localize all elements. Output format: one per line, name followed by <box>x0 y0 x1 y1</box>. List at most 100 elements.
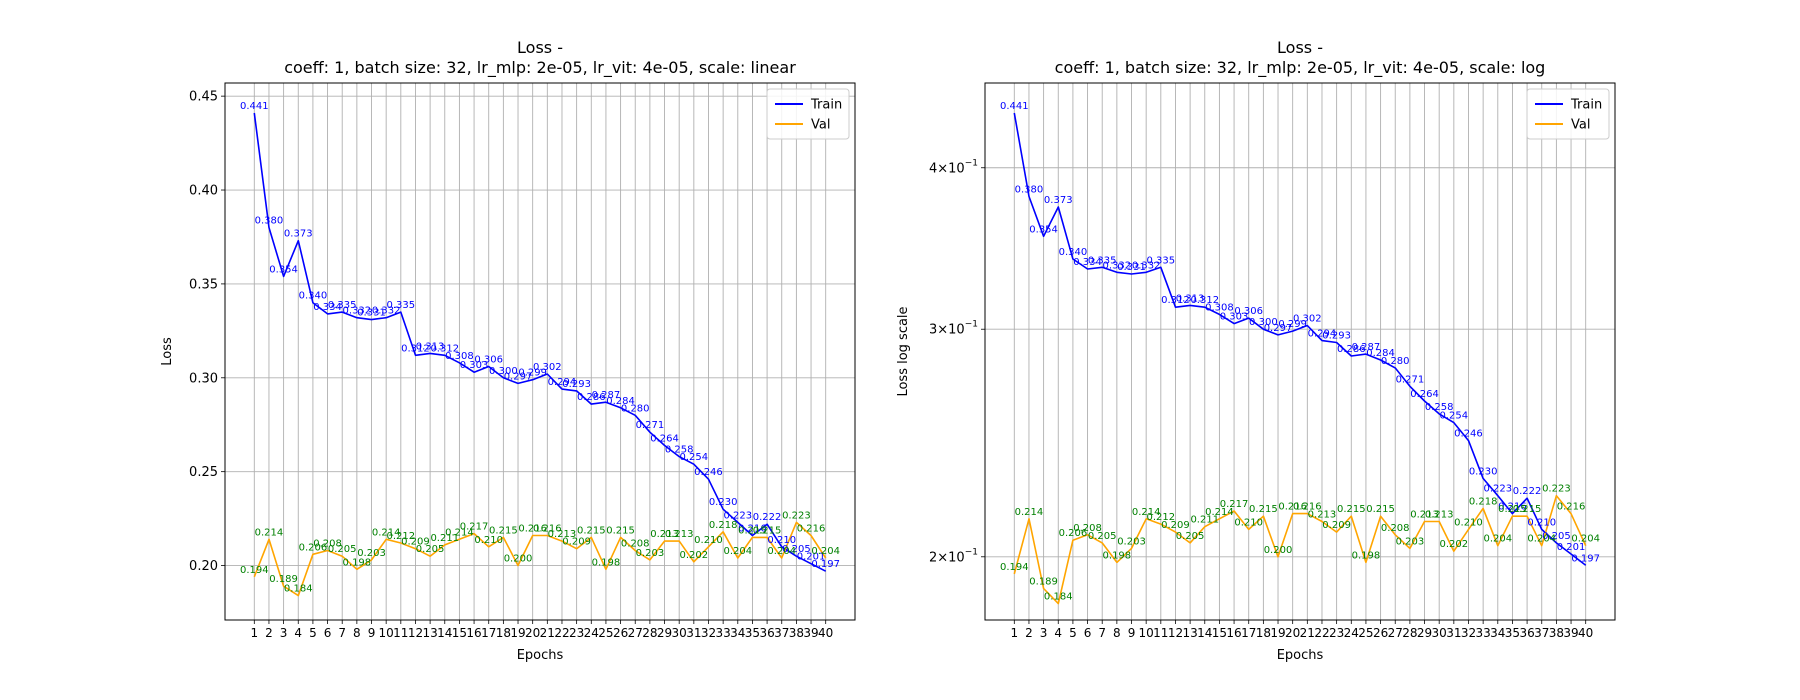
train-point-label: 0.258 <box>1425 402 1454 413</box>
train-point-label: 0.210 <box>1527 517 1556 528</box>
x-tick-label: 7 <box>1098 626 1106 640</box>
y-tick-label-base: 3×10 <box>929 323 965 338</box>
train-point-label: 0.299 <box>518 368 547 379</box>
x-tick-label: 13 <box>422 626 437 640</box>
x-tick-label: 3 <box>280 626 288 640</box>
val-point-label: 0.204 <box>767 546 796 557</box>
grid-lines <box>985 83 1615 620</box>
train-point-label: 0.441 <box>1000 101 1029 112</box>
chart-title: Loss - <box>517 38 563 57</box>
val-point-label: 0.215 <box>738 525 767 536</box>
chart-subtitle: coeff: 1, batch size: 32, lr_mlp: 2e-05,… <box>284 58 796 78</box>
x-tick-label: 4 <box>1054 626 1062 640</box>
x-tick-label: 2 <box>1025 626 1033 640</box>
train-point-label: 0.293 <box>1322 330 1351 341</box>
train-point-label: 0.354 <box>1029 224 1058 235</box>
train-point-label: 0.271 <box>636 420 665 431</box>
train-point-label: 0.216 <box>1498 502 1527 513</box>
x-tick-label: 11 <box>393 626 408 640</box>
x-tick-label: 14 <box>1197 626 1212 640</box>
val-point-label: 0.209 <box>1322 520 1351 531</box>
val-point-label: 0.209 <box>562 537 591 548</box>
val-point-label: 0.205 <box>416 544 445 555</box>
train-point-label: 0.332 <box>1103 260 1132 271</box>
train-point-label: 0.287 <box>592 390 621 401</box>
train-point-label: 0.312 <box>1161 295 1190 306</box>
legend-label-train: Train <box>1570 98 1602 113</box>
val-point-label: 0.218 <box>1469 496 1498 507</box>
val-point-label: 0.213 <box>1308 509 1337 520</box>
val-point-label: 0.213 <box>665 529 694 540</box>
val-point-label: 0.215 <box>1337 504 1366 515</box>
legend: Train Val <box>766 88 850 140</box>
train-point-label: 0.222 <box>753 512 782 523</box>
x-tick-label: 6 <box>324 626 332 640</box>
x-tick-label: 32 <box>701 626 716 640</box>
legend-label-val: Val <box>811 118 830 133</box>
x-tick-label: 7 <box>338 626 346 640</box>
train-point-label: 0.331 <box>357 308 386 319</box>
x-tick-label: 33 <box>715 626 730 640</box>
x-tick-label: 25 <box>598 626 613 640</box>
train-point-label: 0.286 <box>577 392 606 403</box>
data-labels: 0.4410.3800.3540.3730.3400.3340.3350.332… <box>1000 101 1600 603</box>
val-point-label: 0.210 <box>474 535 503 546</box>
y-tick-label-exponent: −1 <box>965 320 978 330</box>
train-point-label: 0.308 <box>1205 302 1234 313</box>
train-point-label: 0.287 <box>1352 342 1381 353</box>
legend-label-train: Train <box>810 98 842 113</box>
val-point-label: 0.203 <box>357 548 386 559</box>
x-tick-label: 23 <box>569 626 584 640</box>
val-point-label: 0.217 <box>460 522 489 533</box>
x-tick-label: 29 <box>1417 626 1432 640</box>
grid-lines <box>225 83 855 620</box>
val-point-label: 0.205 <box>1088 531 1117 542</box>
x-tick-label: 15 <box>1212 626 1227 640</box>
train-point-label: 0.222 <box>1513 486 1542 497</box>
val-point-label: 0.214 <box>445 527 474 538</box>
train-point-label: 0.302 <box>533 362 562 373</box>
x-tick-label: 36 <box>759 626 774 640</box>
train-point-label: 0.335 <box>328 300 357 311</box>
x-tick-label: 18 <box>496 626 511 640</box>
val-series-line <box>253 521 827 597</box>
train-point-label: 0.205 <box>782 544 811 555</box>
x-tick-label: 34 <box>1490 626 1505 640</box>
x-tick-label: 5 <box>1069 626 1077 640</box>
val-point-label: 0.209 <box>1161 520 1190 531</box>
x-tick-label: 19 <box>1270 626 1285 640</box>
x-tick-label: 39 <box>1563 626 1578 640</box>
x-tick-label: 14 <box>437 626 452 640</box>
train-point-label: 0.223 <box>723 510 752 521</box>
val-point-label: 0.214 <box>372 527 401 538</box>
x-axis-label: Epochs <box>1277 648 1324 663</box>
y-tick-label: 0.20 <box>189 559 218 574</box>
val-point-label: 0.194 <box>1000 562 1029 573</box>
x-tick-label: 27 <box>1388 626 1403 640</box>
log-loss-chart: Loss - coeff: 1, batch size: 32, lr_mlp:… <box>896 38 1616 663</box>
val-point-label: 0.184 <box>284 584 313 595</box>
val-point-label: 0.204 <box>1571 534 1600 545</box>
y-tick-label: 0.35 <box>189 277 218 292</box>
x-tick-label: 30 <box>672 626 687 640</box>
data-marks <box>1013 112 1587 605</box>
train-point-label: 0.280 <box>1381 356 1410 367</box>
val-point-label: 0.200 <box>1264 545 1293 556</box>
plot-frame <box>984 82 1616 621</box>
val-point-label: 0.204 <box>1483 534 1512 545</box>
train-point-label: 0.294 <box>548 377 577 388</box>
x-tick-label: 12 <box>1168 626 1183 640</box>
x-tick-label: 16 <box>466 626 481 640</box>
train-point-label: 0.264 <box>1410 389 1439 400</box>
x-tick-label: 40 <box>818 626 833 640</box>
legend-box <box>1526 88 1610 140</box>
train-point-label: 0.302 <box>1293 313 1322 324</box>
val-point-label: 0.216 <box>797 524 826 535</box>
train-point-label: 0.230 <box>1469 466 1498 477</box>
train-point-label: 0.340 <box>1059 247 1088 258</box>
x-tick-label: 38 <box>789 626 804 640</box>
val-point-label: 0.216 <box>1278 502 1307 513</box>
val-point-label: 0.208 <box>313 539 342 550</box>
